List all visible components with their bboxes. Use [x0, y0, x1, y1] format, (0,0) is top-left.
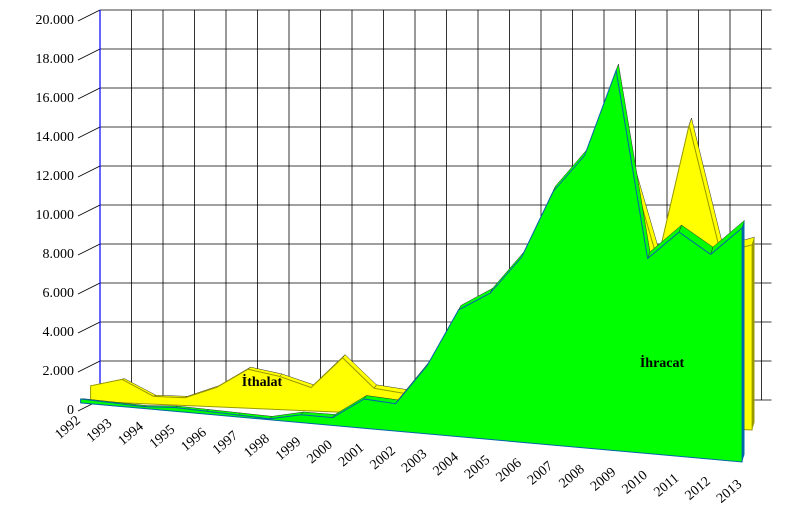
y-tick-label: 20.000 — [36, 13, 75, 28]
x-tick-label: 1994 — [116, 419, 147, 448]
x-tick-label: 1999 — [273, 435, 304, 464]
x-tick-label: 1992 — [53, 413, 84, 442]
x-tick-label: 2008 — [557, 462, 588, 491]
side-grid — [77, 204, 101, 217]
x-tick-label: 1998 — [242, 431, 273, 460]
x-tick-label: 2005 — [462, 453, 493, 482]
side-grid — [77, 48, 101, 61]
x-tick-label: 1995 — [147, 422, 178, 451]
y-tick-label: 2.000 — [43, 364, 75, 379]
x-tick-label: 2013 — [714, 477, 745, 506]
x-tick-label: 2001 — [336, 441, 367, 470]
x-tick-label: 2002 — [368, 444, 399, 473]
side-grid — [77, 126, 101, 139]
y-tick-label: 4.000 — [43, 325, 75, 340]
x-tick-label: 2010 — [620, 468, 651, 497]
x-tick-label: 2006 — [494, 456, 525, 485]
y-tick-label: 16.000 — [36, 91, 75, 106]
y-tick-label: 14.000 — [36, 130, 75, 145]
area-side — [752, 237, 755, 431]
side-grid — [77, 165, 101, 178]
y-tick-label: 6.000 — [43, 286, 75, 301]
series-label: İhracat — [640, 354, 685, 371]
x-tick-label: 2007 — [525, 459, 556, 488]
y-tick-label: 0 — [67, 403, 74, 418]
side-grid — [77, 282, 101, 295]
y-tick-label: 10.000 — [36, 208, 75, 223]
x-tick-label: 2012 — [683, 474, 714, 503]
side-grid — [77, 321, 101, 334]
y-tick-label: 18.000 — [36, 52, 75, 67]
area — [80, 68, 743, 463]
x-tick-label: 2011 — [651, 471, 682, 500]
side-grid — [77, 87, 101, 100]
side-grid — [77, 243, 101, 256]
x-tick-label: 1993 — [84, 416, 115, 445]
x-tick-label: 2000 — [305, 438, 336, 467]
x-tick-label: 1996 — [179, 425, 210, 454]
side-grid — [77, 360, 101, 373]
x-tick-label: 2004 — [431, 450, 462, 479]
y-tick-label: 12.000 — [36, 169, 75, 184]
x-tick-label: 2003 — [399, 447, 430, 476]
series-label: İthalat — [242, 373, 283, 390]
x-tick-label: 1997 — [210, 428, 241, 457]
y-tick-label: 8.000 — [43, 247, 75, 262]
side-grid — [77, 9, 101, 22]
area-side — [742, 220, 745, 462]
x-tick-label: 2009 — [588, 465, 619, 494]
